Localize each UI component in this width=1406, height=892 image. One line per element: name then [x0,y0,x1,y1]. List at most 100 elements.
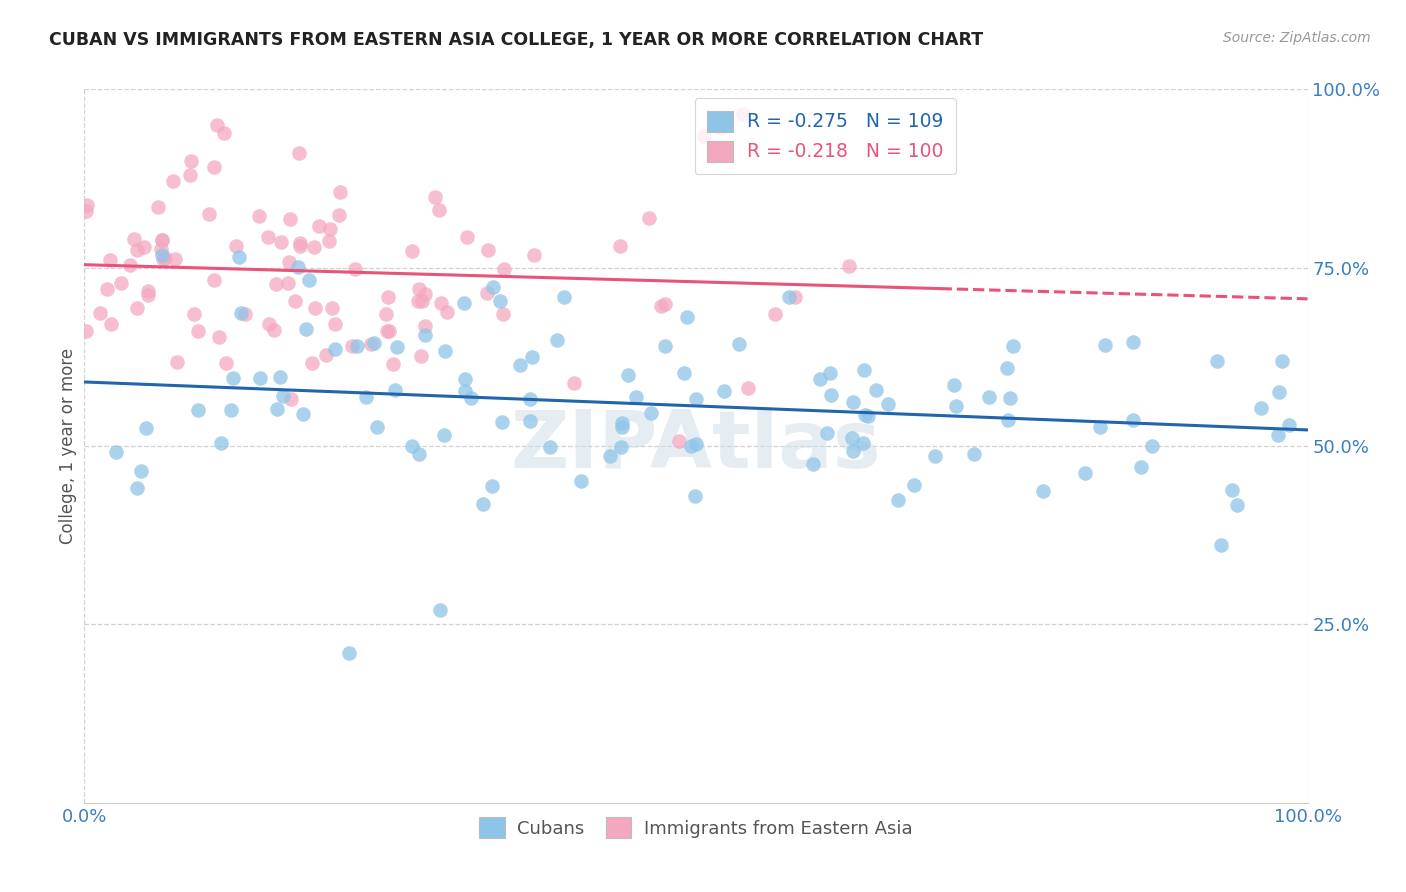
Point [208,330,231,344]
Point [876,397,898,411]
Point [427,202,450,217]
Point [136,284,159,298]
Point [360,337,382,351]
Point [319,222,342,236]
Point [1220,483,1243,498]
Point [197,207,219,221]
Point [820,388,842,402]
Legend: Cubans, Immigrants from Eastern Asia: Cubans, Immigrants from Eastern Asia [470,808,922,847]
Point [363,336,385,351]
Point [429,603,451,617]
Point [640,406,662,420]
Point [737,381,759,395]
Point [423,190,446,204]
Point [963,447,986,461]
Point [292,407,315,421]
Point [385,340,408,354]
Point [323,318,346,332]
Point [295,322,318,336]
Point [710,121,733,136]
Point [329,185,352,199]
Point [257,318,280,332]
Point [132,240,155,254]
Point [382,357,405,371]
Point [264,277,287,292]
Point [801,458,824,472]
Point [887,492,910,507]
Point [202,160,225,174]
Point [1129,460,1152,475]
Point [270,235,292,250]
Point [411,294,433,309]
Point [366,419,388,434]
Point [301,356,323,370]
Y-axis label: College, 1 year or more: College, 1 year or more [59,348,77,544]
Point [415,287,437,301]
Point [624,391,647,405]
Point [1031,483,1053,498]
Point [408,282,430,296]
Point [374,307,396,321]
Point [187,325,209,339]
Point [247,209,270,223]
Point [1250,401,1272,415]
Text: Source: ZipAtlas.com: Source: ZipAtlas.com [1223,31,1371,45]
Point [150,234,173,248]
Point [277,276,299,290]
Point [509,358,531,372]
Point [453,372,475,386]
Point [481,478,503,492]
Point [433,428,456,442]
Point [943,378,966,392]
Point [571,474,593,488]
Point [377,324,399,338]
Point [339,646,361,660]
Point [401,439,423,453]
Point [979,390,1001,404]
Point [1094,338,1116,352]
Point [676,310,699,325]
Point [610,440,633,454]
Point [842,444,865,458]
Point [693,128,716,143]
Point [315,348,337,362]
Point [401,244,423,258]
Point [375,324,398,338]
Point [278,254,301,268]
Point [266,402,288,417]
Point [482,280,505,294]
Point [685,436,707,450]
Point [288,239,311,253]
Point [302,239,325,253]
Point [120,258,142,272]
Point [650,299,672,313]
Point [96,282,118,296]
Point [229,306,252,320]
Point [1122,335,1144,350]
Point [434,344,457,359]
Point [211,436,233,450]
Point [685,392,707,406]
Point [269,369,291,384]
Point [853,409,876,423]
Point [98,252,121,267]
Point [304,301,326,316]
Point [815,425,838,440]
Point [477,244,499,258]
Point [346,339,368,353]
Point [75,203,97,218]
Point [271,388,294,402]
Point [152,233,174,247]
Point [998,391,1021,405]
Point [205,119,228,133]
Point [110,277,132,291]
Point [125,481,148,495]
Point [610,420,633,434]
Point [471,497,494,511]
Point [654,296,676,310]
Point [75,325,97,339]
Point [146,200,169,214]
Point [477,285,499,300]
Point [165,252,187,266]
Point [1268,384,1291,399]
